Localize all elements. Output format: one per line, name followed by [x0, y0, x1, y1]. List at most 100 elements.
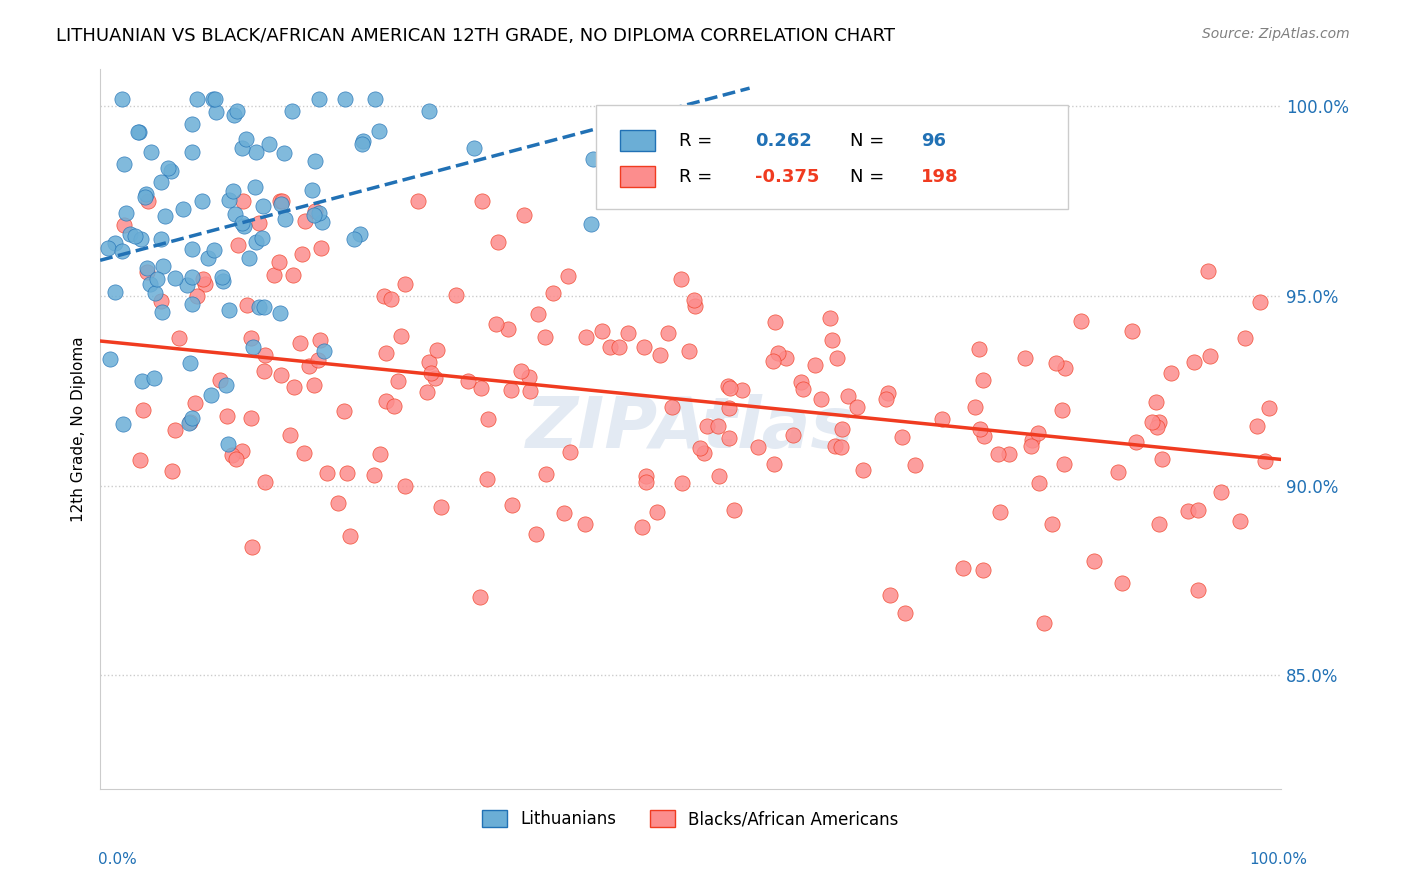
Point — [155, 210, 177, 224]
Point — [683, 299, 706, 313]
Point — [693, 446, 716, 460]
Point — [1249, 295, 1271, 310]
Point — [824, 439, 846, 453]
Point — [240, 331, 263, 345]
Point — [176, 278, 198, 293]
Point — [1083, 553, 1105, 567]
Point — [1152, 452, 1174, 467]
Point — [335, 92, 357, 106]
Point — [167, 331, 190, 345]
Point — [181, 411, 204, 425]
Point — [162, 464, 184, 478]
Point — [558, 445, 581, 459]
Point — [931, 412, 953, 426]
Point — [1177, 504, 1199, 518]
Point — [218, 193, 240, 207]
Point — [879, 588, 901, 602]
Point — [156, 161, 179, 176]
Point — [1045, 356, 1067, 370]
Point — [877, 386, 900, 401]
Point — [1258, 401, 1281, 415]
Point — [406, 194, 429, 209]
Point — [1040, 516, 1063, 531]
Point — [191, 194, 214, 209]
Point — [763, 457, 786, 471]
Point — [352, 136, 374, 151]
Text: 0.262: 0.262 — [755, 132, 813, 150]
Point — [1246, 418, 1268, 433]
Text: 96: 96 — [921, 132, 946, 150]
Point — [830, 441, 852, 455]
Point — [582, 152, 605, 166]
Point — [526, 306, 548, 320]
Point — [1229, 514, 1251, 528]
Point — [380, 292, 402, 306]
Point — [513, 207, 536, 221]
Point — [225, 452, 247, 467]
Point — [111, 244, 134, 258]
Point — [1182, 355, 1205, 369]
Point — [1021, 438, 1043, 452]
Point — [180, 242, 202, 256]
Point — [263, 268, 285, 282]
Point — [226, 104, 249, 119]
Point — [134, 190, 156, 204]
Point — [373, 289, 395, 303]
FancyBboxPatch shape — [620, 166, 655, 187]
Point — [894, 607, 917, 621]
Point — [457, 374, 479, 388]
Point — [543, 286, 565, 301]
Point — [253, 475, 276, 489]
Point — [236, 298, 259, 312]
Point — [418, 355, 440, 369]
Point — [825, 351, 848, 365]
Point — [232, 194, 254, 209]
Point — [1053, 360, 1076, 375]
Point — [1053, 458, 1076, 472]
Point — [202, 244, 225, 258]
Point — [419, 366, 441, 380]
Point — [599, 340, 621, 354]
Point — [180, 269, 202, 284]
Point — [172, 202, 194, 217]
Point — [368, 446, 391, 460]
Point — [425, 371, 447, 385]
Point — [891, 430, 914, 444]
Point — [308, 205, 330, 219]
Point — [252, 231, 274, 245]
Point — [1211, 485, 1233, 500]
Point — [775, 351, 797, 366]
Point — [186, 92, 208, 106]
Point — [129, 232, 152, 246]
Point — [1146, 419, 1168, 434]
Point — [1021, 434, 1043, 448]
Point — [790, 375, 813, 389]
Point — [328, 495, 350, 509]
Point — [1014, 351, 1036, 365]
Point — [557, 269, 579, 284]
Point — [1147, 516, 1170, 531]
Point — [283, 380, 305, 394]
Point — [204, 92, 226, 106]
Point — [718, 381, 741, 395]
Point — [633, 340, 655, 354]
Point — [592, 324, 614, 338]
Text: 198: 198 — [921, 168, 959, 186]
Point — [444, 288, 467, 302]
Text: N =: N = — [851, 132, 890, 150]
Point — [501, 499, 523, 513]
Point — [336, 466, 359, 480]
Point — [152, 259, 174, 273]
Point — [304, 203, 326, 218]
Point — [311, 215, 333, 229]
Point — [245, 145, 267, 160]
Point — [718, 431, 741, 445]
Point — [475, 472, 498, 486]
Point — [224, 206, 246, 220]
Point — [1033, 615, 1056, 630]
Point — [782, 428, 804, 442]
Text: ZIPAtlas: ZIPAtlas — [526, 394, 855, 463]
Point — [990, 505, 1012, 519]
Point — [302, 208, 325, 222]
Point — [135, 186, 157, 201]
